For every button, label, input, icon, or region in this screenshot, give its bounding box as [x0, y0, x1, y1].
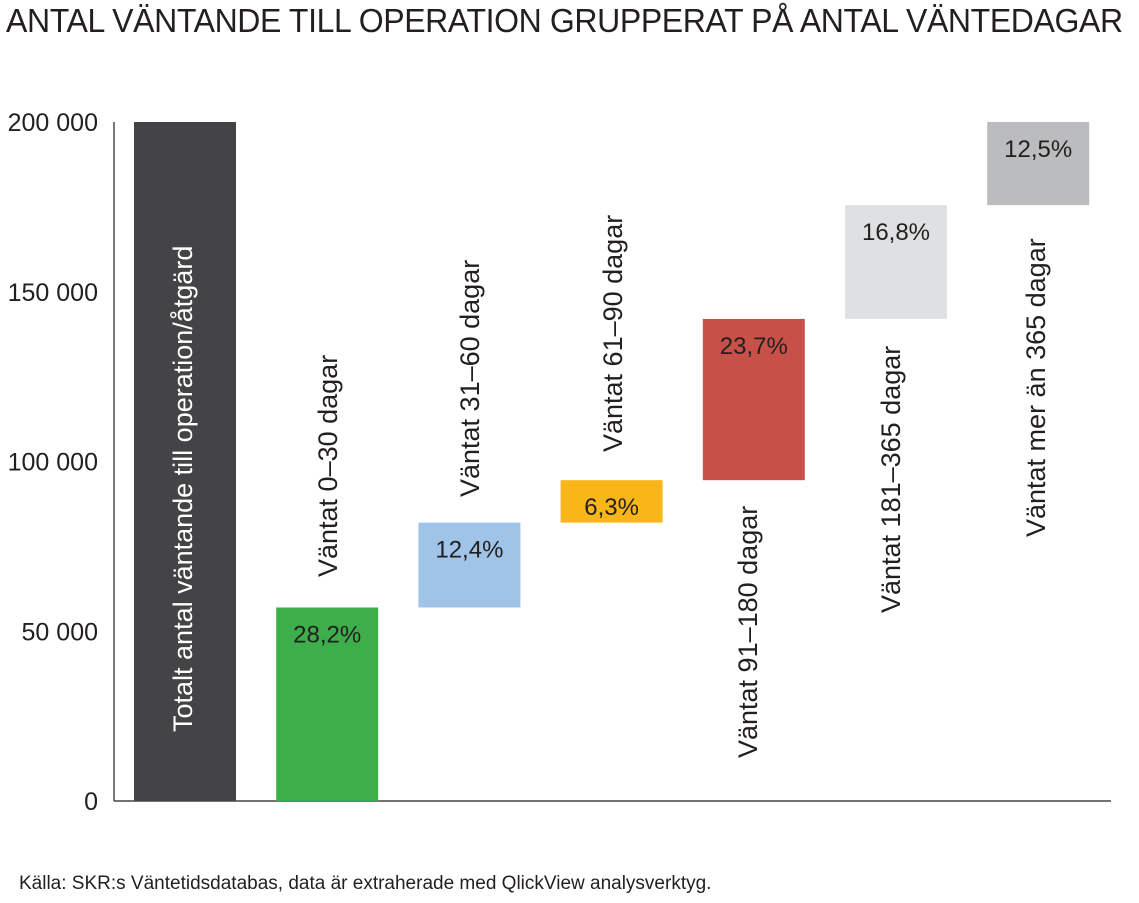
bar-value-label: 28,2% [293, 621, 361, 648]
bar [134, 122, 236, 801]
category-label: Väntat 31–60 dagar [455, 260, 485, 497]
category-labels: Totalt antal väntande till operation/åtg… [168, 215, 1051, 758]
bar-value-label: 16,8% [862, 219, 930, 246]
bar-value-label: 6,3% [584, 494, 639, 521]
y-axis-ticks: 0 50 000 100 000 150 000 200 000 [8, 109, 98, 816]
bar [845, 205, 947, 319]
category-label: Väntat 0–30 dagar [313, 355, 343, 577]
category-label: Väntat 181–365 dagar [876, 346, 906, 613]
y-tick-label: 100 000 [8, 449, 98, 477]
bar [702, 318, 805, 481]
bar-value-label: 12,4% [435, 537, 503, 564]
bar [987, 122, 1090, 206]
category-label: Väntat 91–180 dagar [733, 506, 763, 758]
y-tick-label: 0 [84, 788, 98, 816]
bar [418, 522, 521, 608]
bar-value-label: 23,7% [720, 333, 788, 360]
bar [276, 607, 379, 801]
bars-group: 28,2% 12,4% 6,3% 23,7% 16,8% 12,5% [134, 122, 1090, 801]
category-label: Väntat 61–90 dagar [598, 215, 628, 452]
chart-title: ANTAL VÄNTANDE TILL OPERATION GRUPPERAT … [6, 2, 1123, 39]
category-label: Väntat mer än 365 dagar [1021, 238, 1051, 537]
bar-value-label: 12,5% [1004, 136, 1072, 163]
source-note: Källa: SKR:s Väntetidsdatabas, data är e… [19, 873, 712, 894]
category-label: Totalt antal väntande till operation/åtg… [168, 246, 198, 732]
y-tick-label: 150 000 [8, 279, 98, 307]
y-tick-label: 50 000 [22, 618, 98, 646]
bar [560, 480, 663, 523]
y-tick-label: 200 000 [8, 109, 98, 137]
